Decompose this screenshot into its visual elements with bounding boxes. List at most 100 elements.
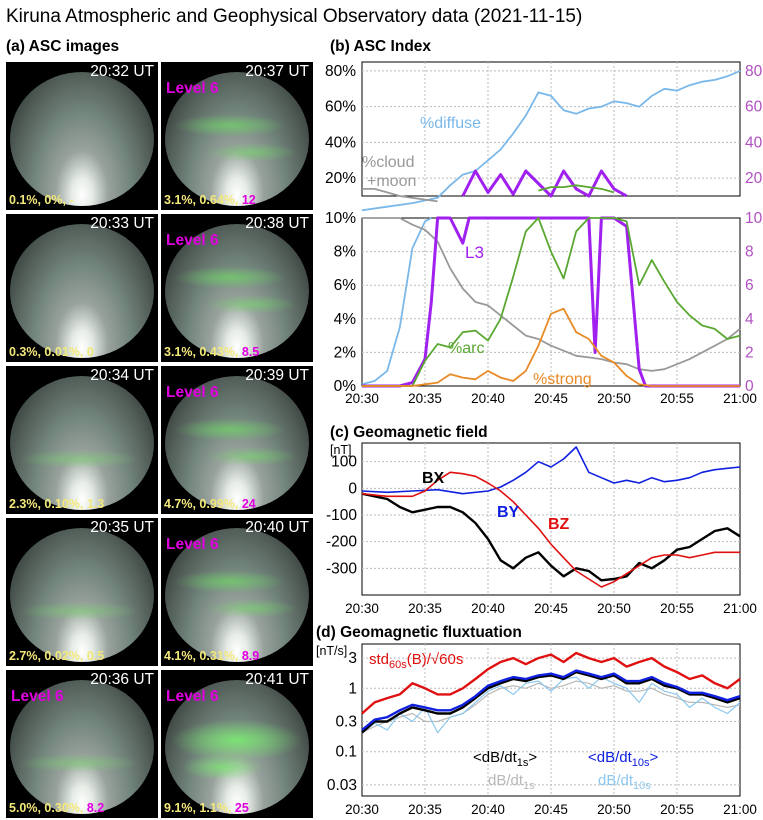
x-tick-label: 20:40 — [471, 391, 505, 406]
series-line — [362, 217, 741, 372]
y-tick-label: 10% — [325, 210, 356, 227]
asc-stats-label: 9.1%, 1.1%, 25 — [164, 801, 249, 815]
asc-stats-label: 0.1%, 0%, - — [9, 193, 74, 207]
label-by: BY — [497, 504, 520, 521]
x-tick-label: 20:35 — [408, 391, 442, 406]
y-tick-label: 4% — [334, 311, 357, 328]
series-line — [362, 216, 740, 388]
asc-time-label: 20:36 UT — [90, 671, 154, 688]
x-tick-label: 20:50 — [597, 802, 631, 817]
sky-dome — [10, 72, 154, 206]
geomag-fluct-title: (d) Geomagnetic fluxtuation — [316, 624, 522, 641]
geomag-field-title: (c) Geomagnetic field — [330, 424, 488, 441]
asc-level-label: Level 6 — [166, 80, 219, 97]
asc-series — [361, 70, 741, 388]
x-tick-label: 20:30 — [345, 601, 379, 616]
sky-dome — [10, 376, 154, 510]
asc-stats-label: 3.1%, 0.64%, 12 — [164, 193, 256, 207]
label-moon: +moon — [367, 173, 416, 190]
asc-stats-label: 0.3%, 0.01%, 0 — [9, 345, 94, 359]
asc-image: 20:35 UT 2.7%, 0.02%, 0.5 — [6, 518, 158, 666]
x-tick-label: 20:40 — [471, 601, 505, 616]
y-tick-label: 40% — [325, 134, 356, 151]
series-line — [361, 680, 741, 734]
asc-stats-label: 3.1%, 0.43%, 8.5 — [164, 345, 260, 359]
asc-image: 20:38 UT Level 6 3.1%, 0.43%, 8.5 — [161, 214, 313, 362]
asc-time-label: 20:40 UT — [245, 519, 309, 536]
asc-stats-label: 2.7%, 0.02%, 0.5 — [9, 649, 105, 663]
y-tick-label: 100 — [331, 454, 357, 471]
label-diffuse: %diffuse — [420, 115, 481, 132]
asc-time-label: 20:32 UT — [90, 63, 154, 80]
asc-grid-lines — [362, 62, 740, 386]
fluct-tick-labels: 3 1 0.3 0.1 0.03 20:30 20:35 20:40 20:45 20:50 20:… — [327, 650, 757, 817]
fluct-unit: [nT/s] — [316, 644, 347, 658]
y-tick-label: 0.03 — [327, 777, 357, 794]
label-raw-1s: dB/dt1s — [488, 772, 535, 792]
asc-image: 20:41 UT Level 6 9.1%, 1.1%, 25 — [161, 670, 313, 818]
asc-time-label: 20:34 UT — [90, 367, 154, 384]
x-tick-label: 20:50 — [597, 601, 631, 616]
y-tick-label: 3 — [348, 650, 357, 667]
asc-level-label: Level 6 — [166, 688, 219, 705]
sky-dome — [165, 528, 309, 662]
asc-stats-label: 2.3%, 0.10%, 1.3 — [9, 497, 105, 511]
series-line — [361, 471, 740, 588]
x-tick-label: 20:40 — [471, 802, 505, 817]
y-tick-label: 80% — [325, 63, 356, 80]
y-tick-label-right: 20 — [745, 170, 763, 187]
asc-image: 20:32 UT 0.1%, 0%, - — [6, 62, 158, 210]
y-tick-label: 60% — [325, 99, 356, 116]
x-tick-label: 20:50 — [597, 391, 631, 406]
label-std: std60s(B)/√60s — [369, 651, 463, 671]
asc-image: 20:33 UT 0.3%, 0.01%, 0 — [6, 214, 158, 362]
asc-image: 20:36 UT Level 6 5.0%, 0.30%, 8.2 — [6, 670, 158, 818]
y-tick-label: 2% — [334, 344, 357, 361]
x-tick-label: 20:55 — [660, 802, 694, 817]
x-tick-label: 20:45 — [534, 391, 568, 406]
label-avg-1s: <dB/dt1s> — [473, 749, 537, 769]
y-tick-label: 1 — [348, 680, 357, 697]
asc-time-label: 20:35 UT — [90, 519, 154, 536]
y-tick-label: 0% — [334, 378, 357, 395]
x-tick-label: 20:45 — [534, 601, 568, 616]
y-tick-label: 20% — [325, 170, 356, 187]
geomag-unit: [nT] — [330, 443, 352, 457]
series-line — [361, 492, 741, 582]
asc-stats-label: 5.0%, 0.30%, 8.2 — [9, 801, 105, 815]
x-tick-label: 21:00 — [723, 391, 757, 406]
asc-time-label: 20:41 UT — [245, 671, 309, 688]
label-cloud: %cloud — [362, 154, 414, 171]
sky-dome — [10, 528, 154, 662]
fluct-series — [361, 651, 741, 734]
y-tick-label-right: 80 — [745, 63, 763, 80]
sky-dome — [165, 680, 309, 814]
y-tick-label: 0 — [348, 480, 357, 497]
asc-index-title: (b) ASC Index — [330, 38, 432, 55]
asc-stats-label: 4.1%, 0.31%, 8.9 — [164, 649, 260, 663]
x-tick-label: 20:55 — [660, 391, 694, 406]
label-bz: BZ — [548, 516, 570, 533]
label-bx: BX — [422, 470, 445, 487]
y-tick-label-right: 10 — [745, 210, 763, 227]
asc-stats-label: 4.7%, 0.99%, 24 — [164, 497, 256, 511]
asc-tick-labels: 80%60%40%20%8060402010%8%6%4%2%0%1086420… — [325, 63, 763, 406]
x-tick-label: 20:45 — [534, 802, 568, 817]
series-line — [362, 307, 740, 387]
y-tick-label-right: 6 — [745, 277, 754, 294]
series-line — [361, 446, 741, 495]
asc-time-label: 20:38 UT — [245, 215, 309, 232]
sky-dome — [10, 224, 154, 358]
asc-level-label: Level 6 — [166, 384, 219, 401]
asc-image: 20:40 UT Level 6 4.1%, 0.31%, 8.9 — [161, 518, 313, 666]
asc-image: 20:39 UT Level 6 4.7%, 0.99%, 24 — [161, 366, 313, 514]
x-tick-label: 20:35 — [408, 601, 442, 616]
asc-panel-title: (a) ASC images — [6, 38, 120, 55]
series-line — [362, 217, 741, 387]
label-strong: %strong — [533, 371, 592, 388]
asc-level-label: Level 6 — [166, 232, 219, 249]
sky-dome — [10, 680, 154, 814]
label-avg-10s: <dB/dt10s> — [588, 749, 659, 769]
sky-dome — [165, 376, 309, 510]
